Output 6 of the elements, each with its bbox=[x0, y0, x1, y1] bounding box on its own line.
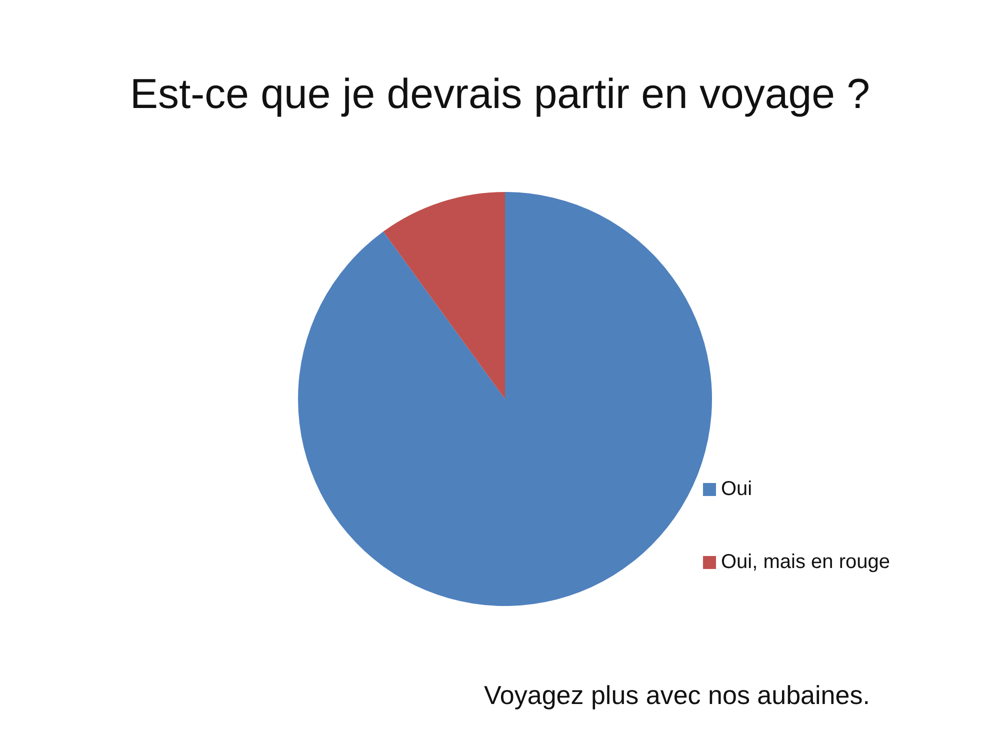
legend-label: Oui bbox=[721, 478, 752, 501]
legend-label: Oui, mais en rouge bbox=[721, 551, 890, 574]
chart-title: Est-ce que je devrais partir en voyage ? bbox=[128, 70, 872, 118]
text: Voyagez plus avec nos aubaines. bbox=[484, 680, 870, 711]
pie-slice bbox=[383, 192, 505, 399]
pie-slice bbox=[298, 192, 712, 606]
